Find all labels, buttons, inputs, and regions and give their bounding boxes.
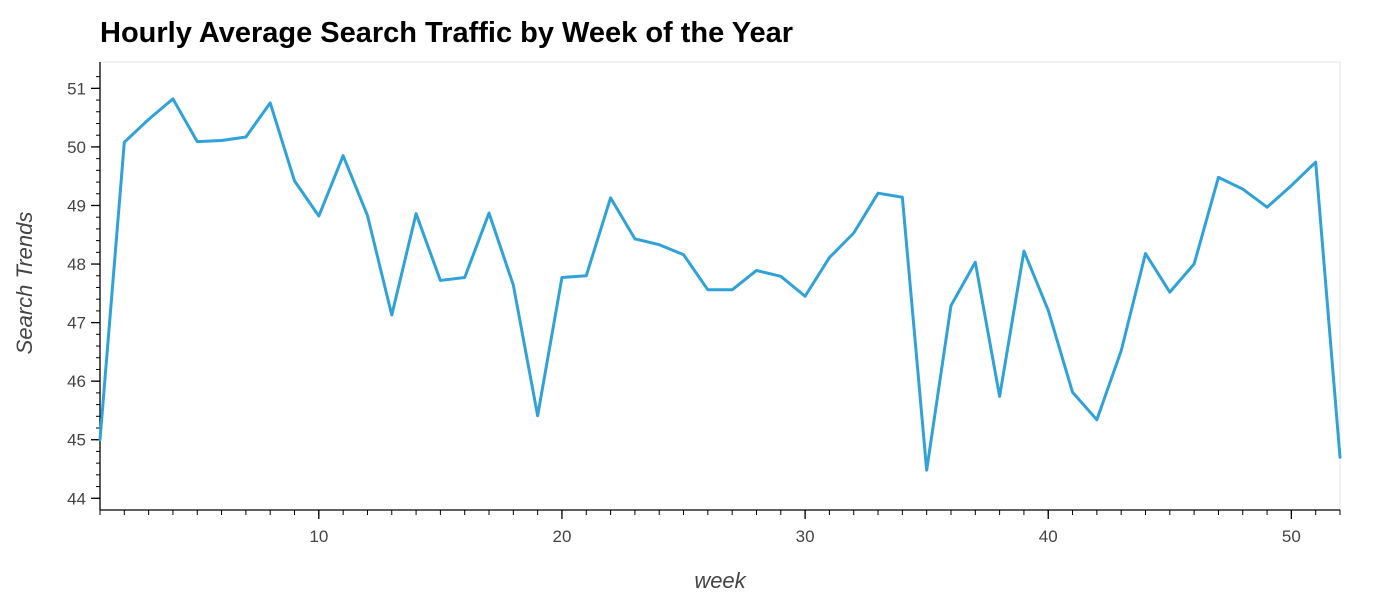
y-tick-label: 51 — [67, 79, 86, 98]
x-tick-label: 20 — [552, 527, 571, 546]
x-tick-label: 40 — [1039, 527, 1058, 546]
y-tick-label: 48 — [67, 255, 86, 274]
y-tick-label: 45 — [67, 431, 86, 450]
x-tick-label: 30 — [796, 527, 815, 546]
y-axis: 44 45 46 47 48 49 50 51 — [67, 62, 101, 510]
y-tick-label: 46 — [67, 372, 86, 391]
y-tick-label: 47 — [67, 314, 86, 333]
y-tick-label: 49 — [67, 196, 86, 215]
y-axis-label: Search Trends — [12, 212, 37, 355]
y-tick-label: 50 — [67, 138, 86, 157]
x-tick-label: 50 — [1282, 527, 1301, 546]
chart-title: Hourly Average Search Traffic by Week of… — [100, 17, 793, 49]
y-tick-label: 44 — [67, 489, 86, 508]
x-axis: 10 20 30 40 50 — [99, 509, 1341, 546]
x-tick-label: 10 — [309, 527, 328, 546]
x-axis-label: week — [694, 568, 746, 593]
plot-area — [99, 61, 1341, 511]
series-line — [98, 97, 1342, 472]
